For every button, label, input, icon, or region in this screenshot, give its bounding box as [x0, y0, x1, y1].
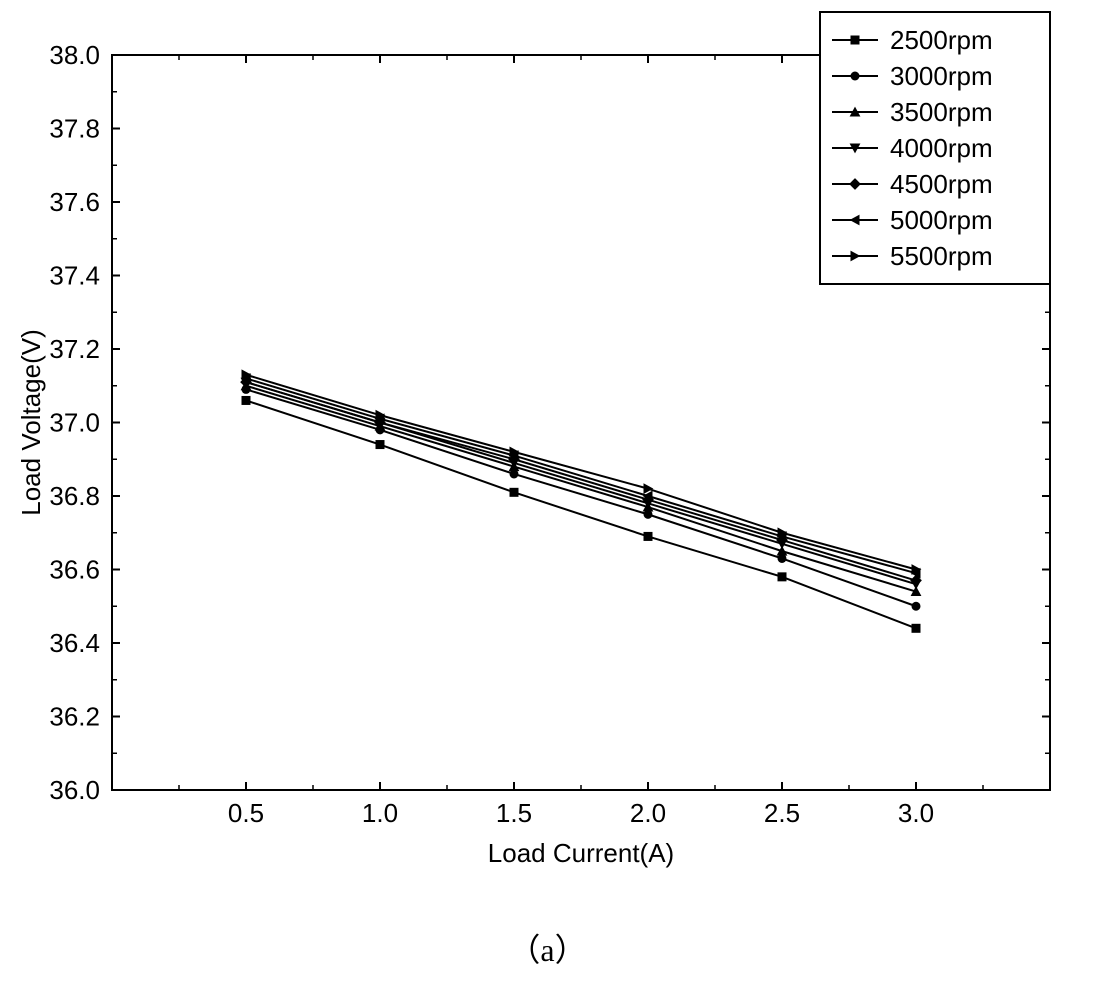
y-tick-label: 37.8 [49, 114, 100, 144]
x-tick-label: 2.0 [630, 798, 666, 828]
legend-item-label: 3000rpm [890, 61, 993, 91]
caption: （a） [508, 932, 586, 968]
legend-item-label: 4500rpm [890, 169, 993, 199]
x-tick-label: 3.0 [898, 798, 934, 828]
legend-item-label: 4000rpm [890, 133, 993, 163]
chart-container: 0.5 1.0 1.5 2.0 2.5 3.0 36.0 36.2 36.4 36.6 36.8 37… [0, 0, 1095, 986]
y-tick-label: 37.2 [49, 334, 100, 364]
y-tick-label: 36.8 [49, 481, 100, 511]
x-tick-label: 2.5 [764, 798, 800, 828]
y-tick-label: 36.2 [49, 702, 100, 732]
y-tick-label: 36.0 [49, 775, 100, 805]
y-tick-label: 37.6 [49, 187, 100, 217]
y-tick-label: 37.0 [49, 408, 100, 438]
y-axis-label: Load Voltage(V) [16, 329, 46, 515]
legend-item-label: 5000rpm [890, 205, 993, 235]
x-tick-label: 1.5 [496, 798, 532, 828]
legend-item-label: 5500rpm [890, 241, 993, 271]
x-tick-label: 1.0 [362, 798, 398, 828]
y-tick-label: 36.4 [49, 628, 100, 658]
y-tick-label: 37.4 [49, 261, 100, 291]
y-tick-label: 38.0 [49, 40, 100, 70]
legend-item-label: 3500rpm [890, 97, 993, 127]
x-axis-label: Load Current(A) [488, 838, 674, 868]
x-tick-label: 0.5 [228, 798, 264, 828]
chart-svg: 0.5 1.0 1.5 2.0 2.5 3.0 36.0 36.2 36.4 36.6 36.8 37… [0, 0, 1095, 986]
legend: 2500rpm 3000rpm 3500rpm 4000rpm 4500rpm 5000r… [820, 12, 1050, 284]
legend-item-label: 2500rpm [890, 25, 993, 55]
y-tick-label: 36.6 [49, 555, 100, 585]
